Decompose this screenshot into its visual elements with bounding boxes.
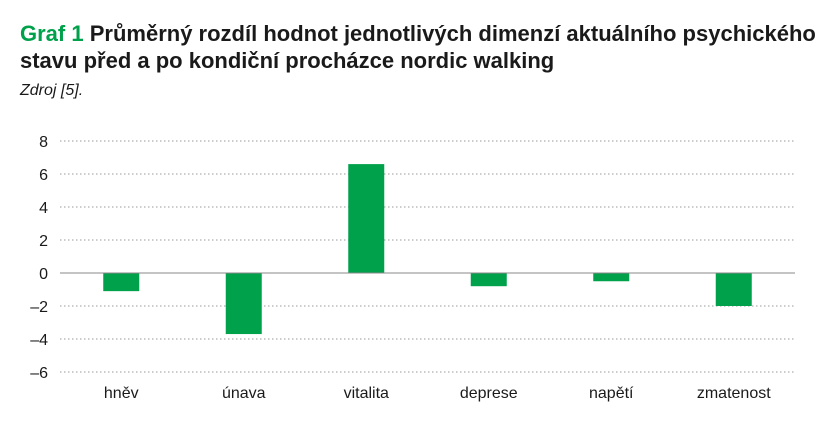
y-tick-label: 6 xyxy=(39,167,48,184)
y-tick-label: 8 xyxy=(39,134,48,151)
chart-title: Graf 1 Průměrný rozdíl hodnot jednotlivý… xyxy=(20,20,820,74)
category-label: napětí xyxy=(589,385,634,402)
bar-únava xyxy=(225,273,262,335)
y-tick-label: –6 xyxy=(30,365,48,382)
y-tick-label: 4 xyxy=(39,200,48,217)
chart-title-lead: Graf 1 xyxy=(20,21,84,46)
chart-source: Zdroj [5]. xyxy=(20,82,84,99)
y-tick-label: –2 xyxy=(30,299,48,316)
category-label: únava xyxy=(222,385,266,402)
y-tick-labels: 8 6 4 2 0 –2 –4 –6 xyxy=(30,134,48,382)
bar-hněv xyxy=(103,273,140,292)
category-label: hněv xyxy=(104,385,139,402)
bar-napětí xyxy=(593,273,630,282)
y-tick-label: –4 xyxy=(30,332,48,349)
grid-lines xyxy=(60,140,795,373)
bars xyxy=(103,164,752,335)
category-label: vitalita xyxy=(344,385,389,402)
category-labels: hněv únava vitalita deprese napětí zmatenost xyxy=(104,385,771,402)
y-tick-label: 2 xyxy=(39,233,48,250)
bar-zmatenost xyxy=(715,273,752,306)
category-label: deprese xyxy=(460,385,518,402)
y-tick-label: 0 xyxy=(39,266,48,283)
bar-deprese xyxy=(470,273,507,287)
category-label: zmatenost xyxy=(697,385,771,402)
bar-vitalita xyxy=(348,164,385,273)
chart-title-text: Průměrný rozdíl hodnot jednotlivých dime… xyxy=(20,21,816,73)
